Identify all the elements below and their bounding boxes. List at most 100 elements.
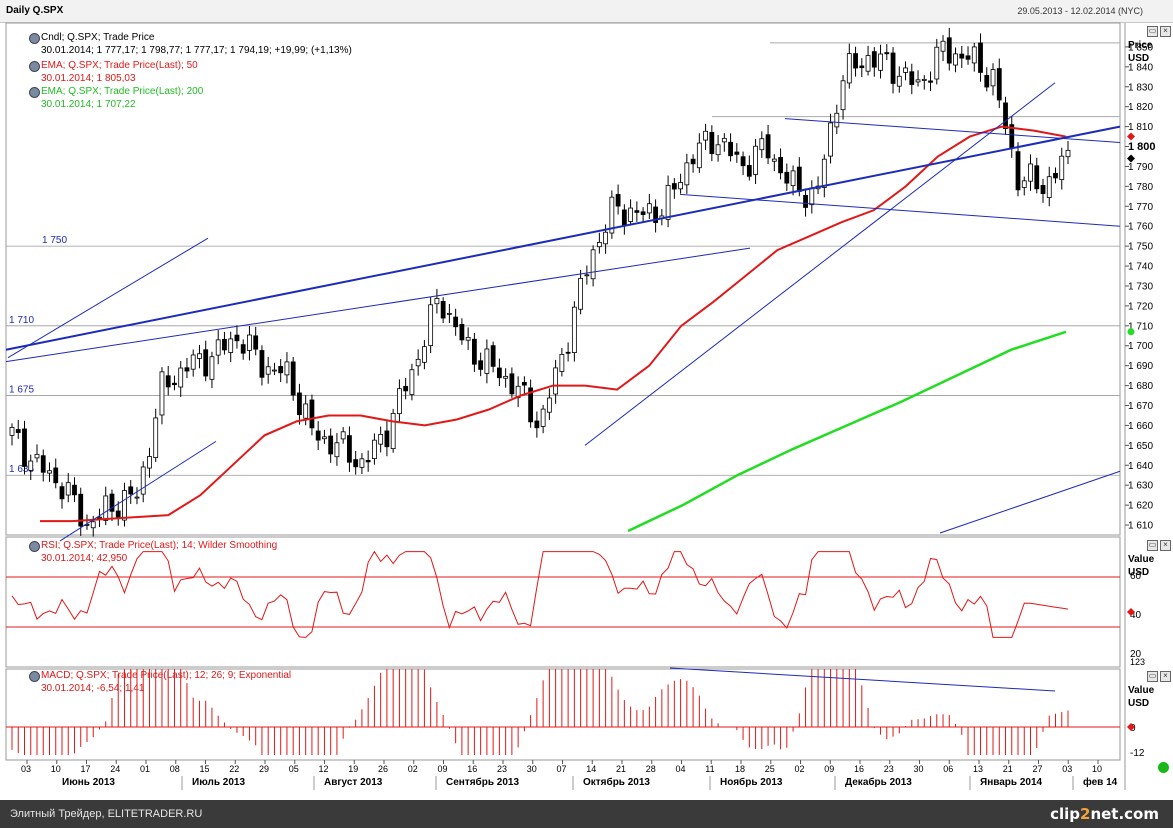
price-tick-label: 1 690 (1128, 361, 1153, 372)
candle-body (690, 158, 696, 165)
price-tick-label: 1 730 (1128, 281, 1153, 292)
candle-body (609, 196, 615, 234)
price-tick-label: 1 830 (1128, 82, 1153, 93)
ema50-settings-icon[interactable] (29, 61, 40, 72)
candle-body (540, 408, 546, 427)
candle-body (265, 366, 271, 375)
rsi-maximize-button[interactable]: ▭ (1147, 540, 1158, 551)
candle-body (47, 470, 52, 474)
macd-settings-icon[interactable] (29, 671, 40, 682)
candle-body (771, 158, 777, 162)
x-day-label: 21 (616, 764, 626, 774)
rsi-tick-label: 60 (1130, 571, 1142, 582)
candle-body (484, 348, 490, 374)
x-month-label: Декабрь 2013 (845, 776, 912, 788)
candle-body (28, 460, 34, 471)
x-day-label: 26 (378, 764, 388, 774)
candle-body (534, 420, 540, 429)
rsi-legend-title: RSI; Q.SPX; Trade Price(Last); 14; Wilde… (41, 540, 278, 551)
x-day-label: 02 (795, 764, 805, 774)
candle-body (53, 467, 59, 484)
candle-body (828, 122, 833, 157)
candle-body (565, 351, 571, 354)
candle-body (965, 55, 971, 60)
x-day-label: 29 (259, 764, 269, 774)
macd-close-button[interactable]: × (1160, 671, 1171, 682)
candle-body (40, 455, 46, 473)
candle-body (1003, 102, 1008, 129)
candle-body (34, 453, 40, 459)
candle-body (546, 397, 552, 413)
candle-body (946, 37, 952, 64)
candle-body (197, 353, 202, 359)
candle-body (921, 78, 927, 81)
rsi-settings-icon[interactable] (29, 541, 40, 552)
rsi-legend-values: 30.01.2014; 42,950 (41, 553, 128, 564)
x-day-label: 10 (51, 764, 61, 774)
candle-body (728, 141, 733, 157)
candle-body (72, 484, 77, 496)
main-close-button[interactable]: × (1160, 26, 1171, 37)
candle-body (115, 510, 121, 519)
candle-body (696, 142, 702, 169)
candle-body (715, 144, 721, 156)
rsi-tick-label: 20 (1130, 649, 1142, 660)
candle-legend-title: Cndl; Q.SPX; Trade Price (41, 32, 155, 43)
candle-body (478, 360, 484, 370)
rsi-marker (1127, 608, 1135, 616)
macd-axis-title: Value (1128, 685, 1155, 696)
ema200-settings-icon[interactable] (29, 87, 40, 98)
x-day-label: 02 (408, 764, 418, 774)
price-tick-label: 1 670 (1128, 401, 1153, 412)
candle-body (347, 435, 352, 463)
rsi-axis-title: Value (1128, 554, 1155, 565)
candle-body (840, 80, 846, 111)
price-axis-title: Price (1128, 40, 1153, 51)
candle-body (222, 338, 227, 351)
candle-body (1053, 172, 1058, 179)
candle-body (59, 486, 65, 500)
date-range: 29.05.2013 - 12.02.2014 (NYC) (1017, 6, 1143, 16)
candle-body (646, 203, 652, 214)
main-maximize-button[interactable]: ▭ (1147, 26, 1158, 37)
candle-body (22, 428, 27, 467)
x-day-label: 13 (973, 764, 983, 774)
macd-legend-title: MACD; Q.SPX; Trade Price(Last); 12; 26; … (41, 670, 292, 681)
macd-maximize-button[interactable]: ▭ (1147, 671, 1158, 682)
candle-body (890, 52, 896, 84)
candle-body (809, 187, 815, 206)
chart-canvas[interactable]: 1 850 1 840 1 830 1 820 1 810 1 800 1 790 1 780… (0, 0, 1173, 800)
candle-body (128, 486, 134, 495)
candle-body (521, 382, 527, 386)
candle-body (553, 367, 559, 395)
candle-settings-icon[interactable] (29, 33, 40, 44)
x-day-label: 07 (557, 764, 567, 774)
x-month-label: Сентябрь 2013 (446, 776, 519, 788)
candle-body (915, 79, 921, 83)
candle-body (309, 399, 315, 429)
scroll-handle[interactable] (1158, 762, 1169, 773)
price-tick-label: 1 710 (1128, 321, 1153, 332)
candle-body (865, 55, 871, 72)
horizontal-level-label: 1 675 (9, 385, 34, 396)
trend-line (5, 125, 1121, 351)
candle-body (628, 207, 634, 222)
price-tick-label: 1 770 (1128, 202, 1153, 213)
candle-body (190, 354, 196, 370)
x-day-label: 16 (854, 764, 864, 774)
price-tick-label: 1 610 (1128, 521, 1153, 532)
rsi-close-button[interactable]: × (1160, 540, 1171, 551)
x-day-label: 27 (1033, 764, 1043, 774)
candle-body (65, 482, 71, 496)
candle-body (384, 430, 390, 448)
candle-body (940, 40, 946, 52)
x-day-label: 19 (348, 764, 358, 774)
candle-body (490, 345, 496, 367)
candle-body (290, 361, 296, 396)
ema50-legend-title: EMA; Q.SPX; Trade Price(Last); 50 (41, 60, 198, 71)
macd-tick-label: -12 (1130, 748, 1145, 759)
candle-body (278, 366, 284, 374)
price-tick-label: 1 630 (1128, 481, 1153, 492)
candle-body (297, 392, 302, 416)
candle-body (140, 466, 146, 495)
